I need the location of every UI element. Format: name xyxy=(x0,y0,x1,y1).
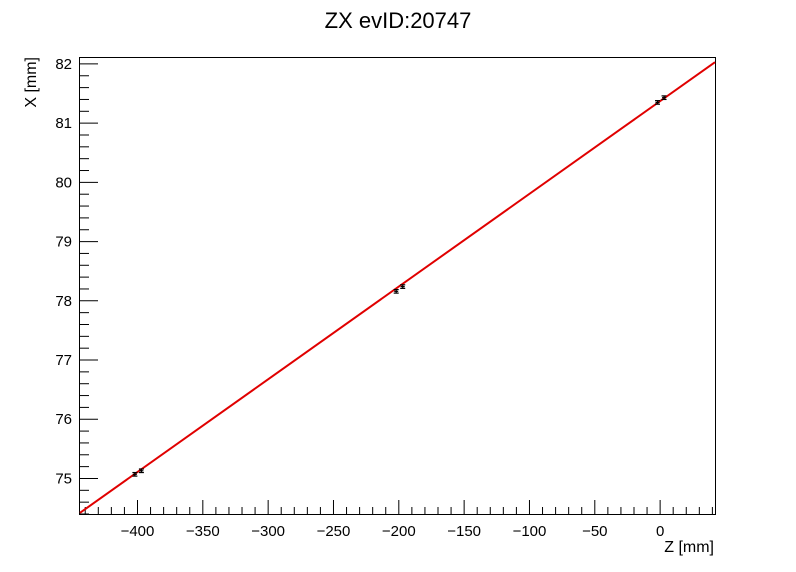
y-axis-tick-labels: 75 76 77 78 79 80 81 82 xyxy=(55,56,72,488)
y-tick-label: 75 xyxy=(55,470,72,487)
fit-line xyxy=(79,61,716,514)
x-axis-label: Z [mm] xyxy=(664,539,714,556)
x-tick-label: −350 xyxy=(186,523,220,540)
data-point xyxy=(132,471,138,477)
plot-frame xyxy=(79,57,716,515)
x-tick-label: −250 xyxy=(317,523,351,540)
x-tick-label: −50 xyxy=(582,523,607,540)
x-tick-label: −300 xyxy=(251,523,285,540)
x-tick-label: 0 xyxy=(656,523,664,540)
x-tick-label: −400 xyxy=(121,523,155,540)
y-tick-label: 76 xyxy=(55,411,72,428)
data-points-layer xyxy=(132,95,667,477)
y-tick-label: 79 xyxy=(55,234,72,251)
data-point xyxy=(661,95,667,101)
y-axis-label: X [mm] xyxy=(23,57,40,108)
data-point xyxy=(138,468,144,474)
x-axis-tick-labels: −400 −350 −300 −250 −200 −150 −100 −50 0 xyxy=(121,523,665,540)
x-tick-label: −150 xyxy=(447,523,481,540)
y-tick-label: 81 xyxy=(55,115,72,132)
data-point xyxy=(400,284,406,289)
y-tick-label: 82 xyxy=(55,56,72,73)
y-tick-label: 80 xyxy=(55,174,72,191)
data-point xyxy=(655,100,661,105)
fit-line-layer xyxy=(79,61,716,514)
y-tick-label: 78 xyxy=(55,293,72,310)
x-tick-label: −100 xyxy=(513,523,547,540)
x-tick-label: −200 xyxy=(382,523,416,540)
chart-title: ZX evID:20747 xyxy=(325,8,472,33)
data-point xyxy=(393,288,399,294)
y-axis-ticks xyxy=(80,63,98,515)
y-tick-label: 77 xyxy=(55,352,72,369)
